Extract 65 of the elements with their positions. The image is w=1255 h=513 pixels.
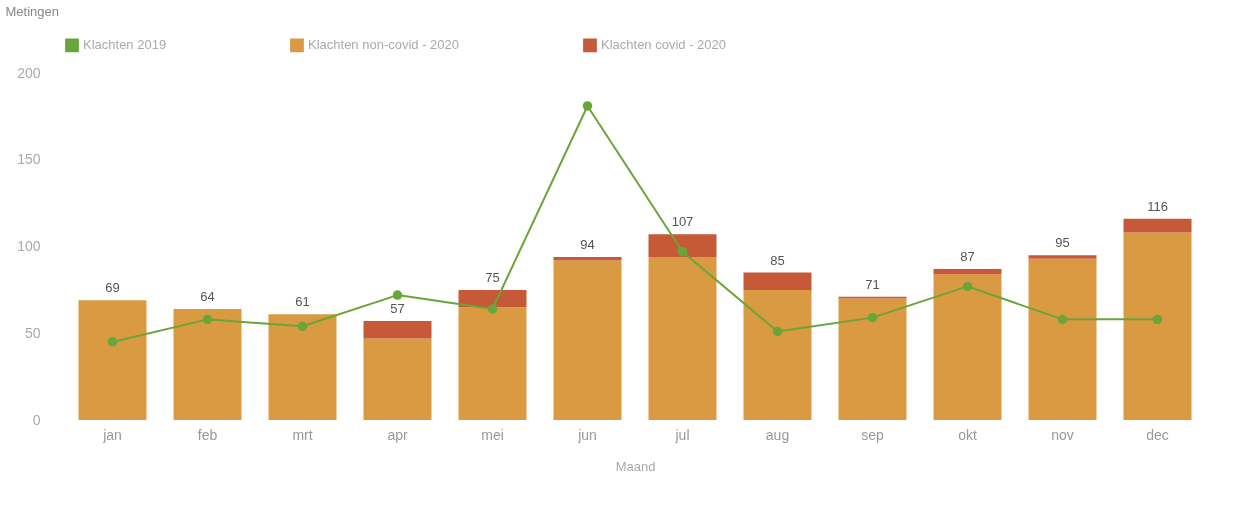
bar [933, 274, 1002, 420]
total-label: 87 [960, 249, 975, 265]
x-tick-label: nov [1051, 426, 1074, 443]
x-tick-label: okt [958, 426, 977, 443]
y-tick-label: 200 [17, 64, 41, 81]
y-tick-label: 50 [24, 324, 41, 341]
y-tick-label: 0 [32, 411, 41, 428]
x-tick-label: mei [481, 426, 504, 443]
x-tick-label: jan [102, 426, 122, 443]
bar [458, 289, 527, 308]
total-label: 69 [105, 280, 120, 296]
bar [838, 298, 907, 420]
bar [1123, 232, 1192, 420]
x-tick-label: apr [387, 426, 408, 443]
bar [458, 307, 527, 420]
bar [363, 338, 432, 420]
bar [1123, 218, 1192, 233]
total-label: 71 [865, 276, 880, 292]
bar [648, 234, 717, 257]
total-label: 107 [671, 214, 694, 230]
bar [648, 256, 717, 420]
point [582, 101, 593, 111]
x-tick-label: jun [577, 426, 597, 443]
bar [933, 269, 1002, 275]
point [677, 246, 688, 257]
total-label: 64 [200, 288, 215, 304]
point [1152, 314, 1163, 325]
total-label: 116 [1147, 198, 1168, 214]
total-label: 61 [295, 294, 310, 310]
bar [743, 289, 812, 420]
bar [1028, 255, 1097, 259]
point [487, 304, 498, 314]
x-tick-label: jul [674, 426, 690, 443]
point [297, 321, 308, 332]
point [1057, 314, 1068, 325]
total-label: 75 [485, 269, 500, 285]
bar [743, 272, 812, 290]
point [867, 312, 878, 323]
x-tick-label: dec [1146, 426, 1169, 443]
y-tick-label: 100 [17, 238, 41, 254]
x-tick-label: feb [197, 426, 218, 443]
bar [363, 321, 432, 339]
legend-label: Klachten non-covid - 2020 [308, 37, 460, 53]
bar [553, 260, 622, 420]
point [772, 326, 783, 337]
x-tick-label: mrt [292, 426, 313, 443]
legend-label: Klachten 2019 [83, 37, 167, 53]
legend-label: Klachten covid - 2020 [601, 37, 727, 53]
x-axis-title: Maand [615, 458, 656, 474]
y-axis-title: Metingen [5, 3, 59, 19]
point [392, 290, 403, 300]
point [202, 314, 213, 325]
point [962, 281, 973, 292]
x-tick-label: sep [861, 426, 884, 443]
total-label: 57 [390, 301, 405, 317]
bar [268, 314, 337, 420]
total-label: 95 [1055, 235, 1070, 251]
bar [78, 300, 147, 420]
total-label: 94 [580, 236, 595, 252]
total-label: 85 [770, 252, 785, 268]
bar [1028, 258, 1097, 420]
bar [173, 308, 242, 420]
y-tick-label: 150 [17, 151, 41, 168]
x-tick-label: aug [765, 426, 790, 443]
point [107, 337, 118, 347]
